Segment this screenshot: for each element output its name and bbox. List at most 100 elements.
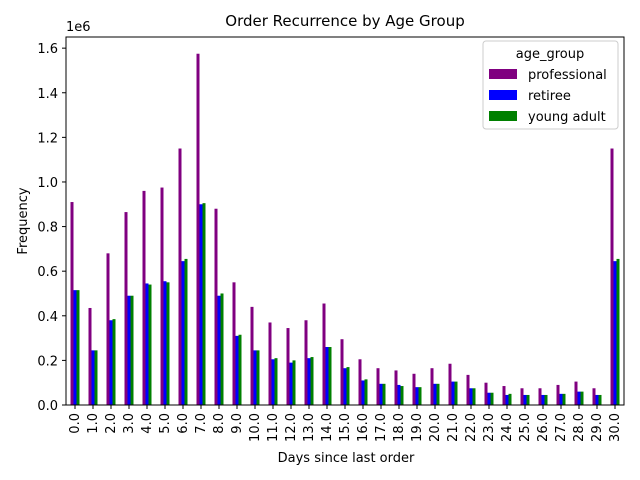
x-tick-label: 18.0 [392,413,407,442]
bar-retiree-12 [289,362,293,405]
bar-professional-6 [178,148,182,405]
bar-professional-15 [340,339,344,405]
x-tick-label: 10.0 [248,413,263,442]
y-tick-label: 1.0 [37,176,58,191]
x-tick-label: 15.0 [338,413,353,442]
bar-professional-10 [250,306,254,405]
bar-professional-17 [376,368,380,405]
bar-professional-23 [484,382,488,405]
y-tick-label: 0.2 [37,354,58,369]
x-tick-label: 29.0 [590,413,605,442]
y-tick-label: 0.6 [37,265,58,280]
x-tick-label: 4.0 [140,413,155,434]
legend-box [482,40,619,130]
x-tick-label: 9.0 [230,413,245,434]
bar-retiree-29 [595,394,599,405]
bar-professional-7 [196,53,200,405]
bar-young-adult-12 [292,360,296,405]
y-tick-label: 1.2 [37,131,58,146]
bar-professional-22 [466,374,470,405]
bar-professional-11 [268,322,272,405]
bar-retiree-6 [181,261,185,405]
bar-professional-25 [520,388,524,405]
legend-label-professional: professional [528,68,607,83]
bar-professional-18 [394,370,398,405]
bar-young-adult-17 [382,383,386,405]
bar-professional-2 [106,253,110,405]
bar-professional-16 [358,359,362,405]
bar-retiree-17 [379,383,383,405]
bar-young-adult-7 [202,203,206,405]
legend-label-young-adult: young adult [528,110,606,125]
bar-professional-9 [232,282,236,405]
bar-young-adult-9 [238,334,242,405]
x-tick-label: 8.0 [212,413,227,434]
x-tick-label: 22.0 [464,413,479,442]
bar-retiree-22 [469,388,473,405]
legend: age_group professional retiree young adult [482,40,619,130]
bar-young-adult-18 [400,386,404,405]
bar-retiree-21 [451,381,455,405]
bar-young-adult-14 [328,347,332,405]
y-tick-label: 0.0 [37,399,58,414]
bar-young-adult-4 [148,284,152,405]
bar-young-adult-0 [76,290,80,405]
bar-retiree-5 [163,281,167,405]
bar-retiree-20 [433,383,437,405]
x-axis-title: Days since last order [278,451,415,466]
x-tick-label: 23.0 [482,413,497,442]
bar-retiree-15 [343,368,347,405]
bar-professional-29 [592,388,596,405]
bar-professional-27 [556,384,560,405]
x-tick-label: 12.0 [284,413,299,442]
bar-retiree-14 [325,347,329,405]
x-tick-label: 25.0 [518,413,533,442]
bar-young-adult-26 [544,394,548,405]
bar-professional-12 [286,328,290,405]
x-tick-label: 20.0 [428,413,443,442]
bar-professional-24 [502,386,506,405]
y-axis-title: Frequency [16,187,31,254]
x-tick-label: 16.0 [356,413,371,442]
x-tick-label: 0.0 [68,413,83,434]
x-tick-label: 1.0 [86,413,101,434]
x-tick-label: 6.0 [176,413,191,434]
chart-title: Order Recurrence by Age Group [225,12,464,30]
bar-young-adult-23 [490,392,494,405]
bar-young-adult-15 [346,367,350,405]
y-offset-label: 1e6 [66,20,91,35]
bar-retiree-30 [613,261,617,405]
bar-professional-0 [70,202,74,405]
bar-young-adult-30 [616,258,620,405]
bar-young-adult-3 [130,295,134,405]
bar-young-adult-20 [436,383,440,405]
bar-professional-26 [538,388,542,405]
x-tick-label: 28.0 [572,413,587,442]
y-axis: 0.0 0.2 0.4 0.6 0.8 1.0 1.2 1.4 1.6 [37,42,66,414]
bar-retiree-0 [73,290,77,405]
bar-professional-30 [610,148,614,405]
legend-title: age_group [516,47,584,62]
bar-professional-13 [304,320,308,405]
bar-professional-8 [214,208,218,405]
bar-young-adult-16 [364,379,368,405]
bar-professional-14 [322,303,326,405]
bar-retiree-24 [505,394,509,405]
bar-retiree-13 [307,358,311,405]
bar-young-adult-21 [454,381,458,405]
x-tick-label: 24.0 [500,413,515,442]
bar-retiree-4 [145,283,149,405]
bar-retiree-10 [253,350,257,405]
bar-retiree-27 [559,393,563,405]
x-tick-label: 2.0 [104,413,119,434]
legend-swatch-retiree [489,90,517,100]
bar-young-adult-8 [220,293,224,405]
bar-retiree-26 [541,394,545,405]
x-tick-label: 30.0 [608,413,623,442]
bar-young-adult-1 [94,350,98,405]
x-tick-label: 5.0 [158,413,173,434]
x-tick-label: 13.0 [302,413,317,442]
bar-professional-1 [88,307,92,405]
bar-young-adult-29 [598,394,602,405]
x-tick-label: 19.0 [410,413,425,442]
